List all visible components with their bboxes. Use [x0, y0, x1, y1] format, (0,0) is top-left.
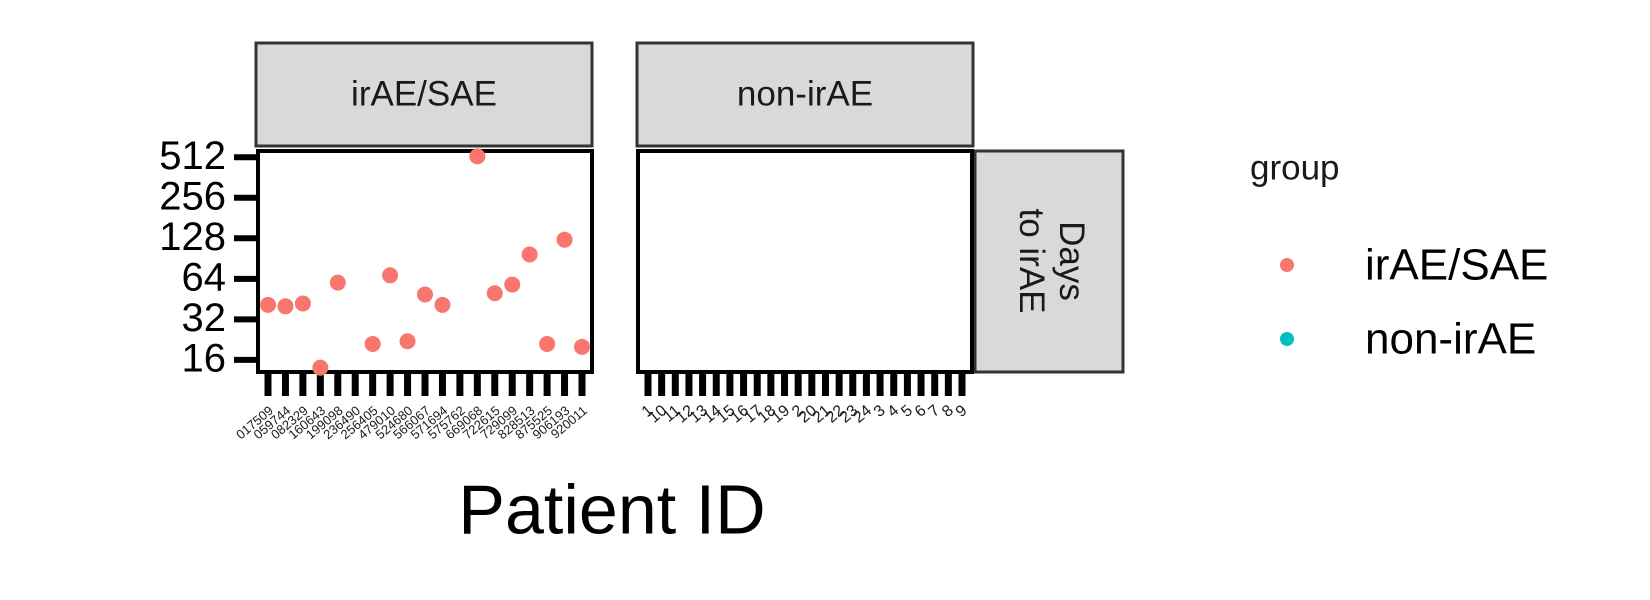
data-point [574, 338, 590, 355]
x-tick-label: 8 [939, 402, 957, 421]
data-point [469, 148, 486, 165]
row-strip-label: Days to irAE [1012, 208, 1091, 313]
x-tick-label: 7 [926, 402, 944, 421]
data-point [434, 296, 451, 313]
row-strip-label-line-1: Days [1052, 221, 1091, 301]
data-point [539, 335, 556, 352]
x-tick-label: 9 [953, 402, 971, 421]
panel-irae-sae [256, 149, 594, 374]
y-tick-label: 32 [182, 296, 227, 340]
y-tick-label: 128 [159, 215, 226, 259]
facet-strip-label-non-irae: non-irAE [737, 74, 873, 113]
data-point [382, 267, 399, 284]
x-tick-label: 5 [898, 402, 916, 421]
data-point [364, 335, 381, 352]
points-irae-sae [260, 148, 590, 376]
facet-strip-non-irae [635, 41, 975, 148]
data-point [277, 298, 294, 315]
data-point [521, 246, 538, 263]
legend-key-non-irae [1280, 332, 1294, 346]
legend-key-irae-sae [1280, 258, 1294, 272]
data-point [504, 276, 521, 293]
data-point [260, 296, 276, 313]
data-point [486, 285, 503, 302]
legend-label-non-irae: non-irAE [1365, 315, 1536, 364]
y-tick-label: 512 [159, 134, 226, 178]
legend-title: group [1250, 148, 1340, 187]
data-point [329, 274, 346, 291]
x-tick-label: 19 [769, 402, 794, 427]
y-tick-label: 16 [182, 336, 227, 380]
data-point [399, 333, 416, 350]
y-tick-label: 64 [182, 255, 227, 299]
row-strip-label-line-2: to irAE [1012, 208, 1051, 313]
facet-strip-irae-sae [254, 41, 594, 148]
legend-label-irae-sae: irAE/SAE [1365, 241, 1548, 290]
data-point [556, 231, 573, 248]
x-axis-title: Patient ID [458, 470, 765, 548]
x-axis-irae-sae: 0175090597440823291606431990982364902564… [233, 374, 590, 442]
data-point [417, 286, 433, 303]
x-tick-label: 6 [912, 402, 930, 421]
x-tick-label: 3 [871, 402, 889, 421]
data-point [294, 295, 311, 312]
x-tick-label: 4 [885, 402, 903, 421]
panel-non-irae [636, 149, 974, 374]
facet-strip-label-irae-sae: irAE/SAE [351, 74, 497, 113]
row-strip [973, 149, 1125, 374]
x-tick-label: 24 [850, 402, 875, 427]
data-point [312, 359, 329, 376]
y-tick-label: 256 [159, 174, 226, 218]
